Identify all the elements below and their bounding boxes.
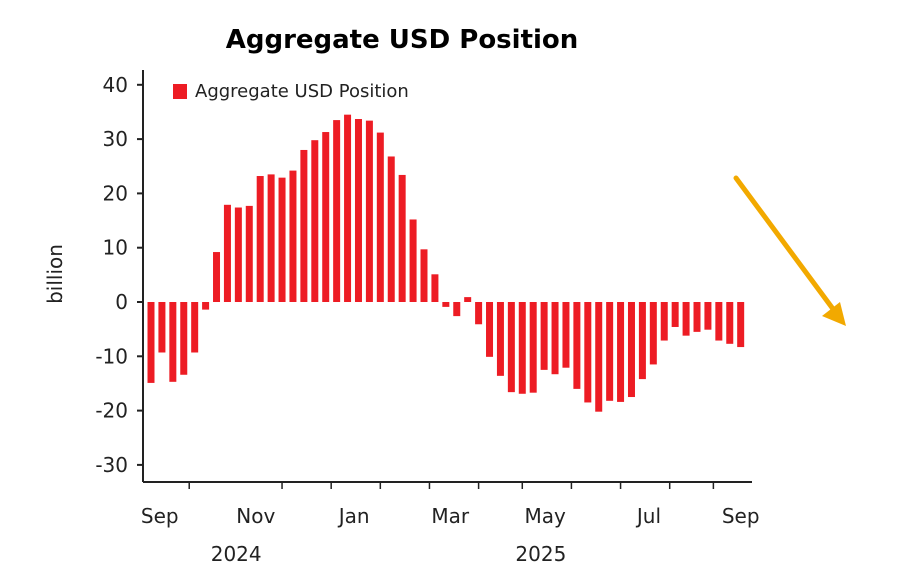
y-tick-label: -20	[95, 399, 128, 423]
bar	[529, 302, 537, 393]
bar	[267, 174, 275, 302]
bar	[442, 302, 450, 307]
bar	[387, 156, 395, 302]
bar	[496, 302, 504, 376]
bar	[595, 302, 603, 412]
bar	[649, 302, 657, 365]
x-year-label: 2024	[211, 542, 262, 566]
y-tick-label: -10	[95, 344, 128, 368]
bar	[213, 252, 221, 302]
bar	[540, 302, 548, 370]
legend-label: Aggregate USD Position	[195, 81, 409, 102]
bar	[606, 302, 614, 401]
bar	[660, 302, 668, 341]
bar	[180, 302, 188, 375]
bar	[617, 302, 625, 402]
bar	[573, 302, 581, 389]
bar	[715, 302, 723, 341]
y-tick-label: -30	[95, 453, 128, 477]
x-tick-label: Jul	[635, 504, 661, 528]
bar	[420, 249, 428, 302]
bar	[289, 170, 297, 302]
x-tick-label: Mar	[431, 504, 470, 528]
bar	[223, 204, 231, 302]
arrow-head-icon	[822, 302, 846, 326]
bar	[169, 302, 177, 382]
y-tick-label: 40	[103, 73, 128, 97]
bar	[278, 177, 286, 302]
bar	[191, 302, 199, 353]
x-year-label: 2025	[515, 542, 566, 566]
bar	[737, 302, 745, 348]
bar	[551, 302, 559, 375]
y-tick-label: 30	[103, 127, 128, 151]
bar	[245, 205, 253, 302]
bar	[376, 132, 384, 302]
bar	[693, 302, 701, 332]
bar	[344, 114, 352, 302]
bar	[562, 302, 570, 368]
bar	[704, 302, 712, 330]
bar	[202, 302, 210, 310]
chart-title: Aggregate USD Position	[226, 25, 579, 55]
legend-swatch	[173, 84, 187, 99]
bar	[507, 302, 515, 393]
y-tick-label: 0	[115, 290, 128, 314]
bar	[365, 120, 373, 302]
bar	[518, 302, 526, 394]
bar	[322, 132, 330, 302]
y-axis-label: billion	[43, 244, 67, 304]
bar	[682, 302, 690, 336]
x-tick-label: Nov	[236, 504, 275, 528]
bar	[354, 119, 362, 302]
bar	[671, 302, 679, 327]
x-tick-label: Sep	[722, 504, 760, 528]
x-tick-label: Jan	[337, 504, 370, 528]
y-tick-label: 20	[103, 181, 128, 205]
bar	[464, 297, 472, 302]
bar	[638, 302, 646, 380]
bar	[409, 219, 417, 302]
bar	[333, 120, 341, 302]
bar	[431, 274, 439, 302]
y-tick-label: 10	[103, 236, 128, 260]
bar	[398, 174, 406, 302]
x-tick-label: Sep	[141, 504, 179, 528]
bar	[158, 302, 166, 353]
bar	[726, 302, 734, 344]
bar	[475, 302, 483, 325]
bar	[234, 207, 242, 302]
down-arrow-annotation	[733, 175, 846, 326]
bar	[486, 302, 494, 357]
x-tick-label: May	[525, 504, 567, 528]
bar	[627, 302, 635, 398]
bar	[311, 140, 319, 302]
bar	[300, 149, 308, 302]
arrow-shaft	[733, 175, 839, 316]
bar	[584, 302, 592, 403]
bar	[453, 302, 461, 317]
bar	[256, 176, 264, 302]
bar	[147, 302, 155, 383]
